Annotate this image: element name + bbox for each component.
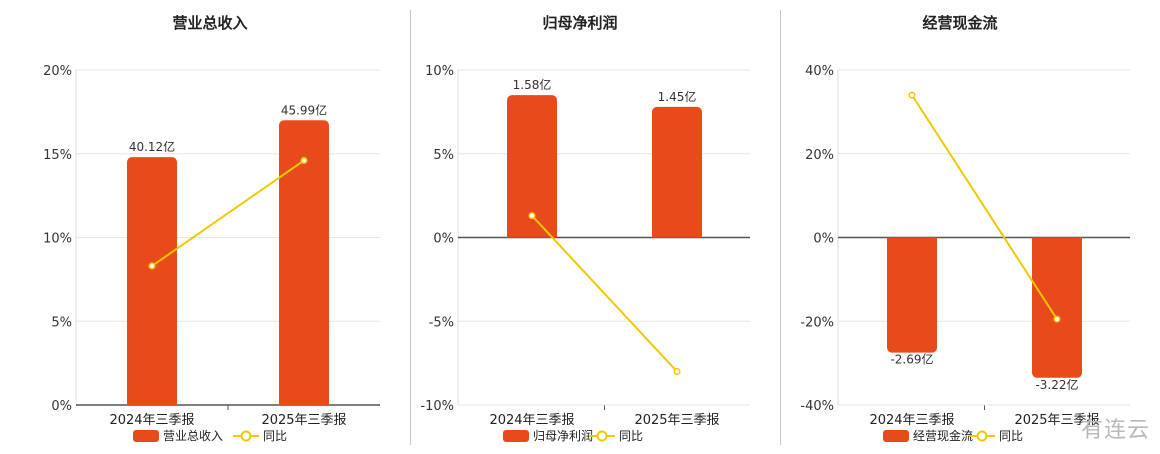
legend-bar-label: 归母净利润 xyxy=(533,429,593,443)
y-tick-label: 0% xyxy=(813,232,834,247)
line-point xyxy=(1053,315,1061,323)
legend-line-marker xyxy=(596,430,608,442)
x-category-label: 2025年三季报 xyxy=(1014,413,1099,428)
watermark: 有连云 xyxy=(1080,418,1150,443)
line-series xyxy=(151,159,305,267)
y-tick-label: -20% xyxy=(800,315,834,330)
line-series xyxy=(531,215,678,373)
legend-bar-swatch xyxy=(133,430,159,442)
x-category-label: 2025年三季报 xyxy=(261,413,346,428)
y-tick-label: 40% xyxy=(805,64,834,79)
bar xyxy=(652,106,702,238)
y-tick-label: -5% xyxy=(429,315,454,330)
y-tick-label: -10% xyxy=(420,399,454,414)
bar xyxy=(1032,237,1082,378)
legend-bar-label: 营业总收入 xyxy=(163,429,223,443)
line-point xyxy=(148,262,156,270)
bar xyxy=(127,157,177,405)
bar-base xyxy=(127,400,177,405)
bar-data-label: 1.58亿 xyxy=(513,77,552,92)
legend-bar-swatch xyxy=(883,430,909,442)
y-tick-label: 20% xyxy=(805,148,834,163)
bar-base xyxy=(1032,237,1082,243)
legend-line-marker xyxy=(240,430,252,442)
line-point xyxy=(673,367,681,376)
bar-data-label: 40.12亿 xyxy=(129,139,175,154)
y-tick-label: 20% xyxy=(43,64,72,79)
x-category-label: 2024年三季报 xyxy=(869,413,954,428)
bar-base xyxy=(279,400,329,405)
line-point xyxy=(300,156,308,164)
bar-base xyxy=(652,232,702,238)
chart-title: 归母净利润 xyxy=(542,14,617,32)
y-tick-label: 5% xyxy=(51,315,72,330)
legend-line-label: 同比 xyxy=(619,429,643,443)
chart-title: 经营现金流 xyxy=(922,14,997,32)
y-tick-label: 10% xyxy=(425,64,454,79)
y-tick-label: 5% xyxy=(433,148,454,163)
x-category-label: 2024年三季报 xyxy=(109,413,194,428)
bar-base xyxy=(507,232,557,238)
panel-divider xyxy=(410,10,411,445)
y-tick-label: 10% xyxy=(43,232,72,247)
y-tick-label: 0% xyxy=(51,399,72,414)
line-point xyxy=(528,212,536,220)
bar xyxy=(507,95,557,238)
x-category-label: 2024年三季报 xyxy=(489,413,574,428)
legend-bar-label: 经营现金流 xyxy=(913,428,973,443)
y-tick-label: 0% xyxy=(433,232,454,247)
bar-data-label: -3.22亿 xyxy=(1035,377,1078,392)
bar-base xyxy=(887,237,937,243)
y-tick-label: 15% xyxy=(43,148,72,163)
line-point xyxy=(908,91,916,99)
legend-line-label: 同比 xyxy=(263,429,287,443)
x-category-label: 2025年三季报 xyxy=(634,413,719,428)
bar-data-label: 45.99亿 xyxy=(281,102,327,117)
line-series xyxy=(911,94,1058,320)
legend-line-marker xyxy=(976,430,988,442)
bar-data-label: 1.45亿 xyxy=(658,89,697,104)
bar xyxy=(279,120,329,405)
legend-bar-swatch xyxy=(503,430,529,442)
bar xyxy=(887,237,937,353)
legend-line-label: 同比 xyxy=(999,429,1023,443)
y-tick-label: -40% xyxy=(800,399,834,414)
panel-divider xyxy=(780,10,781,445)
bar-data-label: -2.69亿 xyxy=(890,352,933,367)
chart-title: 营业总收入 xyxy=(172,14,247,32)
